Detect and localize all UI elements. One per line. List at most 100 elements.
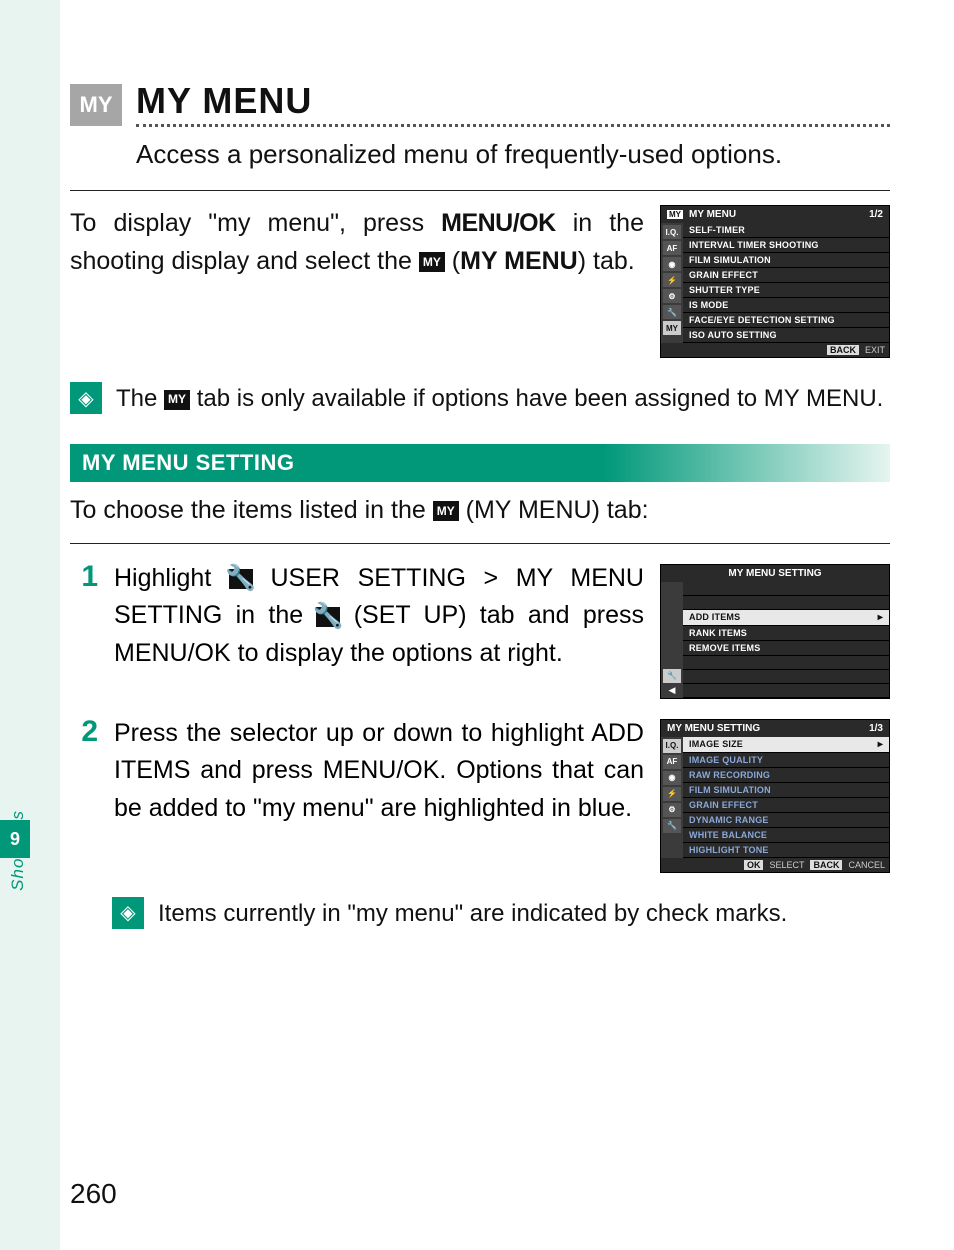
page-number: 260 <box>70 1178 117 1210</box>
cam2-list: ADD ITEMS▸ RANK ITEMS REMOVE ITEMS <box>683 582 889 698</box>
cam1-footer-key: BACK <box>827 345 859 355</box>
s2-p1: Press the selector up or down to highlig… <box>114 719 591 747</box>
cam3-cancel: CANCEL <box>848 860 885 870</box>
side-chapter-number: 9 <box>0 820 30 858</box>
intro-row: To display "my menu", press MENU/OK in t… <box>70 205 890 358</box>
cam3-item-selected: IMAGE SIZE▸ <box>683 737 889 753</box>
my-inline-icon: MY <box>164 390 190 410</box>
cam3-item: FILM SIMULATION <box>683 783 889 798</box>
note-icon: ◈ <box>112 897 144 929</box>
cam1-tab-selected: MY <box>663 321 681 335</box>
cam2-tabs: 🔧 ◀ <box>661 582 683 698</box>
menu-ok-label: MENU/OK <box>114 639 231 667</box>
section-bar: MY MENU SETTING <box>70 444 890 482</box>
cam1-item: IS MODE <box>683 298 889 313</box>
camera-screenshot-2: MY MENU SETTING 🔧 ◀ ADD ITEMS▸ RANK ITEM… <box>660 564 890 699</box>
cam1-item: FILM SIMULATION <box>683 253 889 268</box>
step-1: 1 Highlight 🔧 USER SETTING > MY MENU SET… <box>70 560 890 699</box>
cam2-item: RANK ITEMS <box>683 626 889 641</box>
step-number: 2 <box>70 717 98 747</box>
afterbar-bold: MY MENU <box>474 496 592 524</box>
cam2-blank <box>683 684 889 698</box>
s1-p5: to display the options at right. <box>231 639 563 667</box>
cam2-blank <box>683 670 889 684</box>
steps: 1 Highlight 🔧 USER SETTING > MY MENU SET… <box>70 560 890 931</box>
cam2-tab: 🔧 <box>663 669 681 683</box>
arrow-icon: ▸ <box>878 612 883 623</box>
cam1-item: SHUTTER TYPE <box>683 283 889 298</box>
cam2-item: REMOVE ITEMS <box>683 641 889 656</box>
my-badge-icon: MY <box>70 84 122 126</box>
cam3-tab: ⚡ <box>663 787 681 801</box>
page-subtitle: Access a personalized menu of frequently… <box>136 137 890 172</box>
note1-after: . <box>877 385 884 412</box>
cam1-item: FACE/EYE DETECTION SETTING <box>683 313 889 328</box>
page-content: MY MY MENU Access a personalized menu of… <box>70 80 890 930</box>
wrench-icon: 🔧 <box>229 569 253 589</box>
setup-bold: SET UP <box>362 601 458 629</box>
note-2: ◈ Items currently in "my menu" are indic… <box>112 897 890 931</box>
cam1-item: GRAIN EFFECT <box>683 268 889 283</box>
cam3-tab-selected: I.Q. <box>663 739 681 753</box>
cam1-page: 1/2 <box>869 209 883 220</box>
menu-ok-label: MENU/OK <box>441 209 556 237</box>
cam3-item: DYNAMIC RANGE <box>683 813 889 828</box>
note1-before: The <box>116 385 164 412</box>
cam3-ok-key: OK <box>744 860 764 870</box>
page-left-margin <box>0 0 60 1250</box>
camera-screenshot-3: MY MENU SETTING 1/3 I.Q. AF ◉ ⚡ ⚙ 🔧 IMAG… <box>660 719 890 873</box>
s1-gt: > <box>466 564 516 592</box>
menu-ok-label: MENU/OK <box>323 756 440 784</box>
my-inline-icon: MY <box>433 501 459 521</box>
note1-bold: MY MENU <box>764 385 877 412</box>
user-setting: USER SETTING <box>271 564 466 592</box>
camera-screenshot-1: MY MY MENU 1/2 I.Q. AF ◉ ⚡ ⚙ 🔧 MY SELF-T… <box>660 205 890 358</box>
cam3-item: WHITE BALANCE <box>683 828 889 843</box>
my-menu-bold: MY MENU <box>460 247 578 275</box>
cam3-back-key: BACK <box>810 860 842 870</box>
intro-text: To display "my menu", press MENU/OK in t… <box>70 205 644 280</box>
intro-close: ) tab. <box>578 247 635 275</box>
afterbar-before: To choose the items listed in the <box>70 496 433 524</box>
divider <box>70 543 890 544</box>
cam1-tab: ◉ <box>663 257 681 271</box>
cam2-blank <box>683 596 889 610</box>
arrow-icon: ▸ <box>878 739 883 750</box>
note-1: ◈ The MY tab is only available if option… <box>70 382 890 416</box>
cam1-tab: I.Q. <box>663 225 681 239</box>
cam2-blank <box>683 656 889 670</box>
s2-p2: and press <box>190 756 322 784</box>
intro-before: To display "my menu", press <box>70 209 441 237</box>
cam3-item: IMAGE QUALITY <box>683 753 889 768</box>
cam1-tab: ⚡ <box>663 273 681 287</box>
afterbar-open: ( <box>459 496 474 524</box>
after-bar-text: To choose the items listed in the MY (MY… <box>70 496 890 525</box>
my-inline-icon: MY <box>419 252 445 272</box>
cam3-tabs: I.Q. AF ◉ ⚡ ⚙ 🔧 <box>661 737 683 858</box>
cam1-tab: AF <box>663 241 681 255</box>
cam3-tab: ⚙ <box>663 803 681 817</box>
note2-text: Items currently in "my menu" are indicat… <box>158 897 890 931</box>
cam1-footer-label: EXIT <box>865 345 885 355</box>
note-icon: ◈ <box>70 382 102 414</box>
step1-text: Highlight 🔧 USER SETTING > MY MENU SETTI… <box>114 560 644 673</box>
step2-text: Press the selector up or down to highlig… <box>114 715 644 828</box>
cam1-tabs: I.Q. AF ◉ ⚡ ⚙ 🔧 MY <box>661 223 683 343</box>
page-title: MY MENU <box>136 80 890 127</box>
intro-open: ( <box>445 247 460 275</box>
cam2-title: MY MENU SETTING <box>728 568 821 579</box>
cam3-tab: ◉ <box>663 771 681 785</box>
cam3-select: SELECT <box>769 860 804 870</box>
cam1-item: ISO AUTO SETTING <box>683 328 889 343</box>
s1-p4: ) tab and press <box>458 601 644 629</box>
cam1-item: INTERVAL TIMER SHOOTING <box>683 238 889 253</box>
s1-p3: ( <box>340 601 362 629</box>
cam3-item: GRAIN EFFECT <box>683 798 889 813</box>
cam2-blank <box>683 582 889 596</box>
cam1-tab: ⚙ <box>663 289 681 303</box>
cam3-item: HIGHLIGHT TONE <box>683 843 889 858</box>
cam1-list: SELF-TIMER INTERVAL TIMER SHOOTING FILM … <box>683 223 889 343</box>
cam3-tab: AF <box>663 755 681 769</box>
cam3-tab: 🔧 <box>663 819 681 833</box>
step-number: 1 <box>70 562 98 592</box>
